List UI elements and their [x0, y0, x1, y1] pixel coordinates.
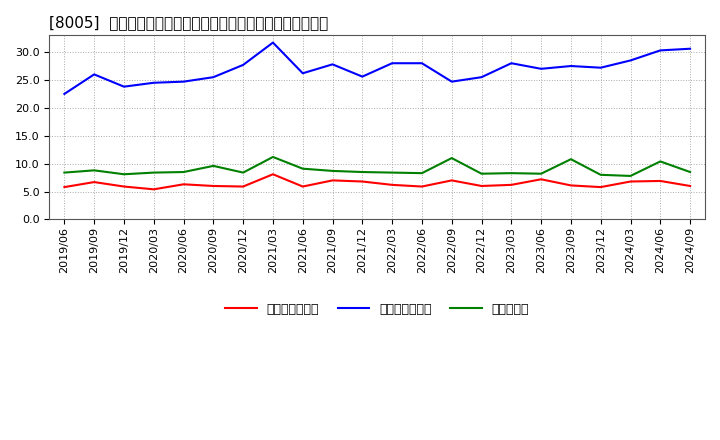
買入債務回転率	[656, 48, 665, 53]
買入債務回転率	[120, 84, 128, 89]
売上債権回転率	[596, 184, 605, 190]
在庫回転率	[358, 169, 366, 175]
買入債務回転率	[328, 62, 337, 67]
売上債権回転率	[298, 184, 307, 189]
売上債権回転率	[150, 187, 158, 192]
在庫回転率	[328, 168, 337, 173]
Legend: 売上債権回転率, 買入債務回転率, 在庫回転率: 売上債権回転率, 買入債務回転率, 在庫回転率	[225, 303, 529, 316]
買入債務回転率	[507, 61, 516, 66]
売上債権回転率	[507, 182, 516, 187]
売上債権回転率	[656, 178, 665, 183]
Line: 買入債務回転率: 買入債務回転率	[64, 43, 690, 94]
売上債権回転率	[447, 178, 456, 183]
買入債務回転率	[298, 71, 307, 76]
売上債権回転率	[179, 182, 188, 187]
売上債権回転率	[209, 183, 217, 189]
Line: 売上債権回転率: 売上債権回転率	[64, 174, 690, 189]
売上債権回転率	[239, 184, 248, 189]
在庫回転率	[60, 170, 68, 175]
在庫回転率	[298, 166, 307, 171]
買入債務回転率	[150, 80, 158, 85]
在庫回転率	[656, 159, 665, 164]
売上債権回転率	[567, 183, 575, 188]
売上債権回転率	[358, 179, 366, 184]
在庫回転率	[179, 169, 188, 175]
売上債権回転率	[418, 184, 426, 189]
買入債務回転率	[209, 74, 217, 80]
売上債権回転率	[685, 183, 694, 189]
買入債務回転率	[269, 40, 277, 45]
Text: [8005]  売上債権回転率、買入債務回転率、在庫回転率の推移: [8005] 売上債権回転率、買入債務回転率、在庫回転率の推移	[50, 15, 329, 30]
買入債務回転率	[477, 74, 486, 80]
買入債務回転率	[388, 61, 397, 66]
買入債務回転率	[90, 72, 99, 77]
売上債権回転率	[60, 184, 68, 190]
在庫回転率	[507, 171, 516, 176]
買入債務回転率	[537, 66, 546, 71]
売上債権回転率	[477, 183, 486, 189]
売上債権回転率	[90, 180, 99, 185]
在庫回転率	[269, 154, 277, 160]
買入債務回転率	[358, 74, 366, 79]
買入債務回転率	[596, 65, 605, 70]
在庫回転率	[90, 168, 99, 173]
在庫回転率	[477, 171, 486, 176]
買入債務回転率	[179, 79, 188, 84]
在庫回転率	[120, 172, 128, 177]
買入債務回転率	[447, 79, 456, 84]
在庫回転率	[685, 169, 694, 175]
在庫回転率	[209, 163, 217, 169]
在庫回転率	[537, 171, 546, 176]
在庫回転率	[388, 170, 397, 175]
在庫回転率	[447, 155, 456, 161]
買入債務回転率	[418, 61, 426, 66]
在庫回転率	[626, 173, 635, 179]
売上債権回転率	[328, 178, 337, 183]
買入債務回転率	[60, 91, 68, 96]
買入債務回転率	[239, 62, 248, 68]
在庫回転率	[596, 172, 605, 177]
売上債権回転率	[120, 184, 128, 189]
買入債務回転率	[567, 63, 575, 69]
在庫回転率	[418, 171, 426, 176]
在庫回転率	[567, 157, 575, 162]
売上債権回転率	[537, 176, 546, 182]
在庫回転率	[150, 170, 158, 175]
売上債権回転率	[269, 172, 277, 177]
売上債権回転率	[626, 179, 635, 184]
売上債権回転率	[388, 182, 397, 187]
在庫回転率	[239, 170, 248, 175]
買入債務回転率	[685, 46, 694, 51]
Line: 在庫回転率: 在庫回転率	[64, 157, 690, 176]
買入債務回転率	[626, 58, 635, 63]
